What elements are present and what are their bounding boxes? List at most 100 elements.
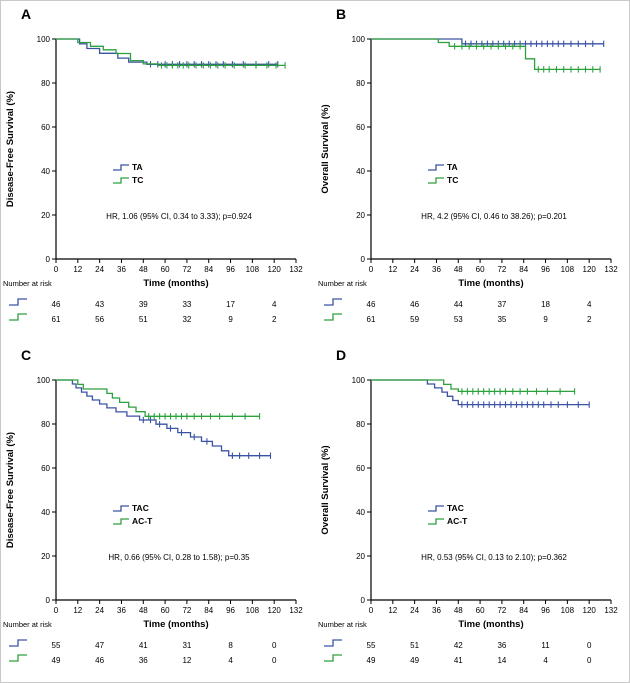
risk-count: 61 <box>367 315 376 324</box>
x-tick-label: 96 <box>226 606 235 615</box>
y-tick-label: 100 <box>352 35 366 44</box>
km-curve-TC <box>371 38 601 71</box>
x-axis-title: Time (months) <box>143 278 208 289</box>
risk-count: 36 <box>497 641 506 650</box>
risk-count: 17 <box>226 300 235 309</box>
hr-annotation: HR, 0.66 (95% CI, 0.28 to 1.58); p=0.35 <box>108 553 250 562</box>
x-tick-label: 132 <box>604 606 618 615</box>
risk-count: 39 <box>139 300 148 309</box>
y-tick-label: 100 <box>37 376 51 385</box>
risk-count: 36 <box>139 656 148 665</box>
risk-count: 0 <box>272 641 277 650</box>
x-tick-label: 24 <box>95 265 104 274</box>
axis-lines <box>370 380 611 601</box>
x-tick-label: 60 <box>476 606 485 615</box>
legend-line-TAC <box>113 505 129 512</box>
x-tick-label: 120 <box>268 265 282 274</box>
risk-count: 55 <box>367 641 376 650</box>
y-tick-label: 0 <box>46 255 51 264</box>
legend-line-TA <box>428 164 444 171</box>
risk-count: 9 <box>543 315 548 324</box>
x-tick-label: 108 <box>561 265 575 274</box>
panel-letter: D <box>336 347 346 363</box>
x-tick-label: 0 <box>369 606 374 615</box>
risk-count: 49 <box>410 656 419 665</box>
x-tick-label: 60 <box>476 265 485 274</box>
y-tick-label: 20 <box>41 211 50 220</box>
legend-line-AC-T <box>428 518 444 525</box>
panel-letter: A <box>21 6 31 22</box>
risk-count: 46 <box>52 300 61 309</box>
km-curve-TAC <box>371 379 590 406</box>
risk-count: 49 <box>367 656 376 665</box>
risk-count: 4 <box>228 656 233 665</box>
risk-count: 41 <box>139 641 148 650</box>
hr-annotation: HR, 4.2 (95% CI, 0.46 to 38.26); p=0.201 <box>421 212 567 221</box>
risk-count: 0 <box>587 641 592 650</box>
risk-count: 49 <box>52 656 61 665</box>
x-tick-label: 108 <box>246 606 260 615</box>
x-tick-label: 48 <box>139 606 148 615</box>
x-tick-label: 72 <box>182 265 191 274</box>
y-axis-title: Overall Survival (%) <box>320 104 331 193</box>
number-at-risk-label: Number at risk <box>318 620 367 629</box>
legend-line-TC <box>113 177 129 184</box>
x-tick-label: 60 <box>161 265 170 274</box>
y-tick-label: 40 <box>356 508 365 517</box>
risk-count: 35 <box>497 315 506 324</box>
risk-count: 42 <box>454 641 463 650</box>
x-tick-label: 72 <box>497 265 506 274</box>
y-tick-label: 40 <box>41 167 50 176</box>
panel-letter: B <box>336 6 346 22</box>
x-tick-label: 12 <box>388 265 397 274</box>
risk-count: 61 <box>52 315 61 324</box>
risk-count: 56 <box>95 315 104 324</box>
y-tick-label: 100 <box>352 376 366 385</box>
risk-row-symbol-TA <box>9 298 27 306</box>
risk-count: 8 <box>228 641 233 650</box>
risk-count: 43 <box>95 300 104 309</box>
x-axis-title: Time (months) <box>143 619 208 630</box>
y-tick-label: 0 <box>361 255 366 264</box>
y-axis-title: Disease-Free Survival (%) <box>5 432 16 548</box>
risk-count: 9 <box>228 315 233 324</box>
panel-B: B Overall Survival (%) 0 20 40 60 80 100 0 12 24 36… <box>316 1 630 342</box>
risk-row-symbol-AC-T <box>9 654 27 662</box>
x-tick-label: 36 <box>432 265 441 274</box>
risk-count: 44 <box>454 300 463 309</box>
y-axis-title: Disease-Free Survival (%) <box>5 91 16 207</box>
risk-row-symbol-TAC <box>9 639 27 647</box>
x-tick-label: 48 <box>139 265 148 274</box>
panel-A-chart: A Disease-Free Survival (%) 0 20 40 60 80 100 0 1… <box>3 6 303 324</box>
risk-count: 4 <box>587 300 592 309</box>
km-curve-AC-T <box>56 379 260 417</box>
panel-letter: C <box>21 347 31 363</box>
y-tick-label: 60 <box>356 464 365 473</box>
y-tick-label: 80 <box>356 79 365 88</box>
risk-count: 47 <box>95 641 104 650</box>
risk-count: 12 <box>182 656 191 665</box>
risk-count: 46 <box>95 656 104 665</box>
risk-count: 11 <box>541 641 550 650</box>
x-tick-label: 36 <box>432 606 441 615</box>
axis-lines <box>55 380 296 601</box>
y-tick-label: 60 <box>41 123 50 132</box>
risk-count: 2 <box>272 315 277 324</box>
x-tick-label: 132 <box>604 265 618 274</box>
risk-count: 0 <box>272 656 277 665</box>
x-tick-label: 0 <box>54 265 59 274</box>
risk-count: 18 <box>541 300 550 309</box>
x-tick-label: 24 <box>95 606 104 615</box>
x-tick-label: 132 <box>289 606 303 615</box>
y-tick-label: 20 <box>356 211 365 220</box>
legend-label: AC-T <box>132 516 153 526</box>
risk-row-symbol-TC <box>9 313 27 321</box>
y-tick-label: 60 <box>41 464 50 473</box>
x-tick-label: 120 <box>583 265 597 274</box>
risk-count: 32 <box>182 315 191 324</box>
risk-count: 2 <box>587 315 592 324</box>
x-tick-label: 0 <box>369 265 374 274</box>
